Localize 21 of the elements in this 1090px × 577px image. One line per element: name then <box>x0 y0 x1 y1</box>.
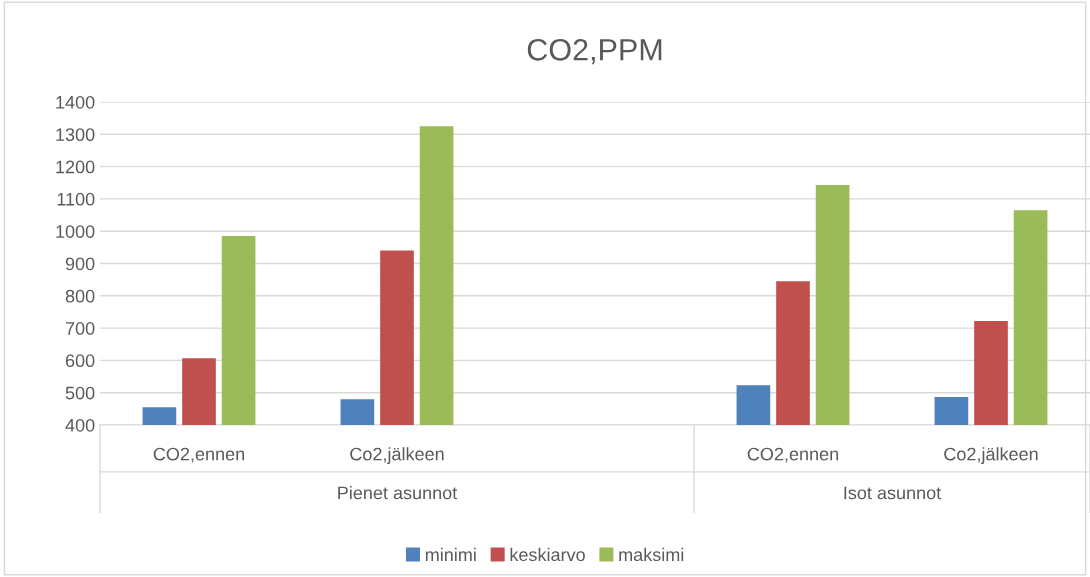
y-tick-label: 700 <box>65 322 95 335</box>
y-tick-label: 1000 <box>56 225 95 238</box>
y-tick-label: 500 <box>65 386 95 400</box>
x-tick-label: CO2,ennen <box>747 447 839 463</box>
text: Pienet asunnot <box>338 486 458 500</box>
y-tick-label: 800 <box>65 289 95 303</box>
y-tick-label: 1100 <box>57 192 95 206</box>
x-tick-label: Co2,jälkeen <box>944 447 1038 465</box>
x-tick-label: Co2,jälkeen <box>350 447 444 465</box>
legend-label: keskiarvo <box>510 547 585 562</box>
y-tick-label: 1400 <box>56 95 95 109</box>
y-tick-label: 400 <box>65 418 95 432</box>
y-tick-label: 1200 <box>56 160 95 174</box>
y-tick-label: 1300 <box>56 128 95 142</box>
text: Isot asunnot <box>844 486 942 500</box>
chart-title: CO2,PPM <box>527 39 662 65</box>
y-tick-label: 600 <box>65 354 95 368</box>
y-tick-label: 900 <box>65 257 95 271</box>
legend-label: minimi <box>425 547 476 561</box>
x-tick-label: CO2,ennen <box>153 447 245 463</box>
legend-label: maksimi <box>619 547 684 562</box>
